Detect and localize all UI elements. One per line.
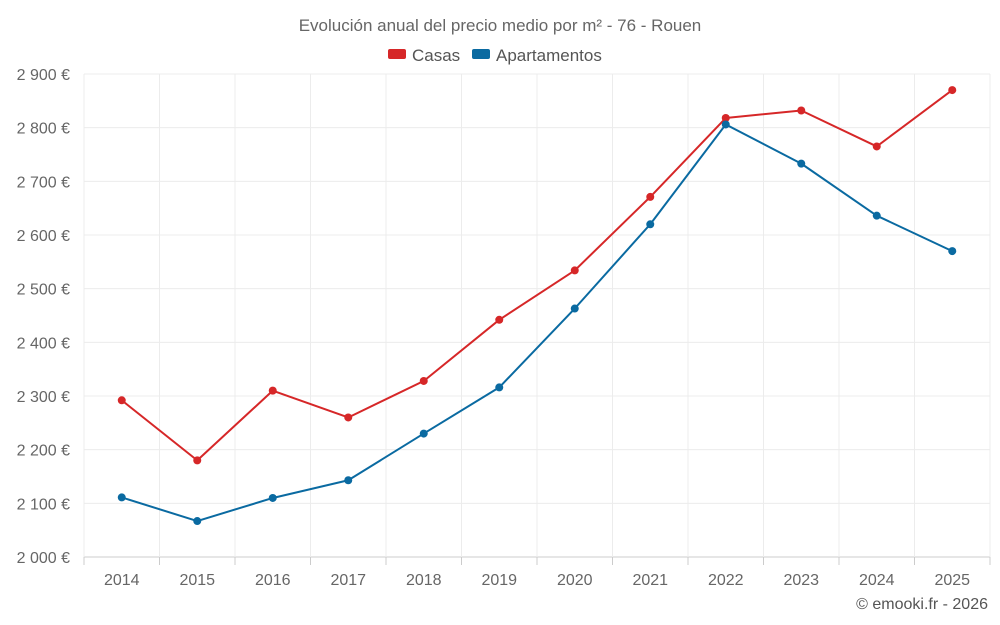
- data-point-apartamentos[interactable]: [117, 493, 126, 502]
- data-point-apartamentos[interactable]: [344, 476, 353, 485]
- y-tick-label: 2 700 €: [17, 174, 70, 191]
- y-tick-label: 2 100 €: [17, 496, 70, 513]
- grid: [83, 73, 991, 558]
- legend-item-apartamentos[interactable]: Apartamentos: [472, 46, 602, 65]
- data-point-apartamentos[interactable]: [193, 517, 202, 526]
- x-tick-label: 2014: [104, 572, 140, 589]
- series: [117, 86, 957, 526]
- data-point-casas[interactable]: [419, 376, 428, 385]
- data-point-apartamentos[interactable]: [495, 383, 504, 392]
- data-point-casas[interactable]: [948, 86, 957, 95]
- credit-text: © emooki.fr - 2026: [856, 596, 988, 613]
- data-point-casas[interactable]: [193, 456, 202, 465]
- legend-label-apartamentos: Apartamentos: [496, 46, 602, 65]
- series-line-casas: [120, 89, 954, 462]
- y-tick-label: 2 500 €: [17, 282, 70, 299]
- data-point-casas[interactable]: [495, 315, 504, 324]
- y-tick-label: 2 600 €: [17, 228, 70, 245]
- data-point-apartamentos[interactable]: [721, 120, 730, 129]
- data-point-casas[interactable]: [797, 106, 806, 115]
- legend-swatch-casas: [388, 49, 406, 59]
- legend-label-casas: Casas: [412, 46, 460, 65]
- y-tick-label: 2 900 €: [17, 67, 70, 84]
- data-point-apartamentos[interactable]: [268, 493, 277, 502]
- x-tick-label: 2021: [632, 572, 668, 589]
- data-point-apartamentos[interactable]: [797, 159, 806, 168]
- series-line-apartamentos: [120, 123, 954, 523]
- chart-title: Evolución anual del precio medio por m² …: [299, 16, 702, 35]
- data-point-casas[interactable]: [721, 114, 730, 123]
- x-tick-label: 2017: [330, 572, 366, 589]
- data-point-apartamentos[interactable]: [646, 220, 655, 229]
- x-tick-label: 2015: [179, 572, 215, 589]
- y-tick-label: 2 300 €: [17, 389, 70, 406]
- data-point-apartamentos[interactable]: [948, 247, 957, 256]
- data-point-casas[interactable]: [872, 142, 881, 151]
- series-casas: [117, 86, 957, 465]
- data-point-casas[interactable]: [344, 413, 353, 422]
- x-tick-label: 2025: [934, 572, 970, 589]
- data-point-apartamentos[interactable]: [419, 429, 428, 438]
- data-point-casas[interactable]: [268, 386, 277, 395]
- y-tick-label: 2 800 €: [17, 121, 70, 138]
- data-point-casas[interactable]: [570, 266, 579, 275]
- data-point-casas[interactable]: [117, 396, 126, 405]
- series-apartamentos: [117, 120, 957, 526]
- data-point-casas[interactable]: [646, 192, 655, 201]
- y-tick-label: 2 200 €: [17, 443, 70, 460]
- x-axis: 2014 2015 2016 2017 2018 2019 2020 2021 2022 2023…: [83, 557, 991, 589]
- x-tick-label: 2023: [783, 572, 819, 589]
- legend-item-casas[interactable]: Casas: [388, 46, 460, 65]
- data-point-apartamentos[interactable]: [570, 304, 579, 313]
- y-tick-label: 2 400 €: [17, 335, 70, 352]
- y-tick-label: 2 000 €: [17, 550, 70, 567]
- x-tick-label: 2018: [406, 572, 442, 589]
- data-point-apartamentos[interactable]: [872, 211, 881, 220]
- x-tick-label: 2024: [859, 572, 895, 589]
- x-tick-label: 2019: [481, 572, 517, 589]
- legend-swatch-apartamentos: [472, 49, 490, 59]
- x-tick-label: 2016: [255, 572, 291, 589]
- x-tick-label: 2020: [557, 572, 593, 589]
- legend: Casas Apartamentos: [388, 46, 602, 65]
- x-tick-label: 2022: [708, 572, 744, 589]
- y-axis: 2 000 € 2 100 € 2 200 € 2 300 € 2 400 € 2 500…: [17, 67, 70, 567]
